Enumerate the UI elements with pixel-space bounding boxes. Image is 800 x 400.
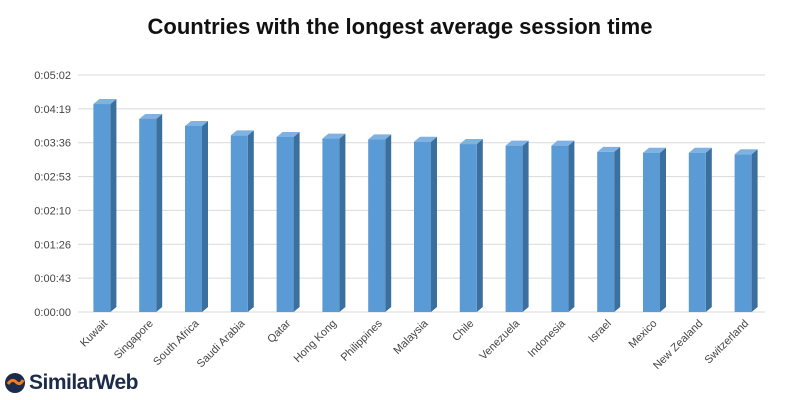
x-category-label: South Africa — [151, 317, 202, 368]
logo-text: SimilarWeb — [29, 371, 138, 394]
y-tick-label: 0:00:00 — [34, 307, 71, 319]
bar-front — [505, 145, 523, 312]
bar-side — [614, 146, 621, 312]
bar-front — [322, 138, 340, 312]
bar-top — [459, 139, 483, 145]
x-category-label: Switzerland — [703, 318, 752, 367]
x-category-label: Indonesia — [526, 317, 569, 360]
chart-title: Countries with the longest average sessi… — [147, 14, 653, 39]
x-category-label: Saudi Arabia — [195, 317, 248, 370]
bar-top — [322, 133, 346, 139]
bar-side — [476, 139, 483, 312]
bar-front — [688, 152, 706, 312]
bar-top — [597, 146, 621, 152]
bar-top — [643, 147, 666, 153]
bar-side — [568, 140, 575, 312]
bar-top — [734, 149, 758, 155]
x-category-label: Hong Kong — [292, 318, 339, 365]
y-tick-label: 0:03:36 — [34, 138, 71, 150]
bar — [643, 147, 666, 312]
bar — [505, 140, 529, 312]
bar-top — [230, 130, 254, 136]
x-category-label: Israel — [586, 318, 614, 346]
x-category-label: Qatar — [265, 317, 293, 345]
bar-top — [551, 140, 575, 146]
bar-side — [247, 130, 254, 312]
bar-side — [431, 136, 437, 312]
bar-front — [643, 152, 660, 312]
y-tick-label: 0:00:43 — [34, 273, 71, 285]
bar — [93, 99, 117, 312]
bar-top — [93, 99, 117, 105]
bar-side — [156, 113, 163, 312]
bar — [230, 130, 254, 312]
bar — [597, 146, 621, 312]
bar-front — [551, 145, 569, 312]
y-tick-label: 0:04:19 — [34, 104, 71, 116]
bar — [322, 133, 346, 312]
bar-side — [385, 134, 392, 312]
bar-side — [705, 147, 712, 312]
bar-front — [276, 136, 294, 312]
bar-front — [734, 154, 752, 312]
bar-front — [368, 139, 386, 312]
x-category-label: Singapore — [112, 318, 156, 362]
x-category-label: Kuwait — [78, 318, 110, 350]
x-category-label: Chile — [450, 318, 476, 344]
bar-top — [505, 140, 529, 146]
x-category-label: Philippines — [339, 317, 385, 363]
bar-front — [185, 126, 202, 312]
bar-top — [276, 131, 300, 137]
bar — [414, 136, 437, 312]
bar-side — [202, 121, 208, 312]
bar — [276, 131, 300, 312]
bar-front — [230, 135, 248, 312]
bar-side — [751, 149, 758, 312]
bar-front — [414, 141, 431, 312]
bar-side — [293, 131, 300, 312]
bar — [551, 140, 575, 312]
bar-front — [93, 104, 111, 312]
bar-side — [110, 99, 117, 312]
bar — [734, 149, 758, 312]
x-category-label: Venezuela — [477, 317, 522, 362]
x-category-label: Malaysia — [391, 317, 431, 357]
bar-top — [139, 113, 163, 119]
y-tick-label: 0:02:53 — [34, 172, 71, 184]
bar — [368, 134, 392, 312]
y-tick-label: 0:01:26 — [34, 239, 71, 251]
bar-top — [185, 121, 208, 127]
bar — [185, 121, 208, 312]
bar-front — [459, 144, 477, 312]
y-tick-label: 0:02:10 — [34, 205, 71, 217]
bar-top — [368, 134, 392, 140]
bar-side — [339, 133, 346, 312]
bar-side — [660, 147, 666, 312]
x-category-label: Mexico — [626, 318, 659, 351]
bar-front — [597, 151, 615, 312]
similarweb-logo-icon — [5, 373, 25, 393]
bar-front — [139, 118, 157, 312]
y-axis-ticks: 0:00:00 0:00:43 0:01:26 0:02:10 0:02:53 0:03:… — [34, 70, 71, 319]
bar — [459, 139, 483, 312]
bar-side — [522, 140, 529, 312]
bars — [93, 99, 758, 312]
bar-top — [688, 147, 712, 153]
bar — [688, 147, 712, 312]
similarweb-logo: SimilarWeb — [4, 370, 138, 396]
y-tick-label: 0:05:02 — [34, 70, 71, 82]
bar — [139, 113, 163, 312]
bar-top — [414, 136, 437, 142]
